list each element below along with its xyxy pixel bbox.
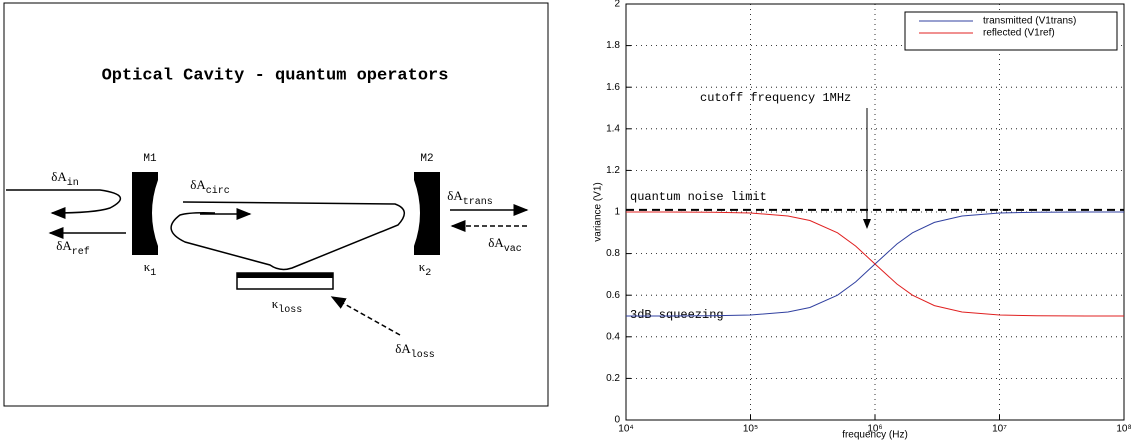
- diagram: Optical Cavity - quantum operators M1 M2…: [3, 2, 549, 407]
- diagram-label: κ2: [419, 259, 432, 279]
- label-main: δA: [447, 188, 463, 203]
- label-main: κ: [419, 259, 426, 274]
- mirror-label: M2: [420, 153, 433, 165]
- label-main: δA: [51, 169, 67, 184]
- legend: transmitted (V1trans)reflected (V1ref): [904, 11, 1118, 51]
- legend-label: transmitted (V1trans): [983, 16, 1076, 27]
- loss-beam: [330, 296, 401, 336]
- y-tick-label: 2: [614, 0, 620, 10]
- loss-mirror-coating: [237, 273, 333, 278]
- x-tick-label: 10⁶: [867, 424, 882, 435]
- y-tick-label: 0.4: [606, 331, 620, 342]
- label-sub: circ: [206, 185, 230, 197]
- annotation: 3dB squeezing: [630, 308, 724, 322]
- x-axis-label: frequency (Hz): [842, 430, 908, 441]
- diagram-label: δAref: [56, 238, 90, 258]
- diagram-label: κ1: [144, 259, 157, 279]
- y-tick-label: 0: [614, 415, 620, 426]
- label-main: δA: [190, 177, 206, 192]
- x-tick-label: 10⁸: [1116, 424, 1131, 435]
- legend-box: [904, 11, 1118, 51]
- circulating-beam: [170, 201, 405, 271]
- label-main: κ: [144, 259, 151, 274]
- label-sub: in: [67, 177, 79, 189]
- y-tick-label: 1.2: [606, 165, 620, 176]
- diagram-label: δAloss: [395, 341, 435, 361]
- input-beam: [6, 189, 122, 219]
- y-tick-label: 0.6: [606, 290, 620, 301]
- y-tick-label: 0.8: [606, 248, 620, 259]
- series-line: [626, 211, 1124, 317]
- label-main: δA: [395, 341, 411, 356]
- diagram-frame: [3, 2, 549, 407]
- mirror: [414, 172, 440, 255]
- label-sub: vac: [504, 244, 522, 255]
- y-tick-label: 1: [614, 207, 620, 218]
- x-tick-label: 10⁵: [743, 424, 758, 435]
- y-axis-label: variance (V1): [593, 182, 604, 241]
- mirror: [132, 172, 158, 255]
- diagram-label: δAin: [51, 169, 79, 189]
- mirror-label: M1: [143, 153, 157, 165]
- x-tick-label: 10⁴: [618, 424, 633, 435]
- diagram-label: δAvac: [488, 235, 522, 255]
- label-sub: 1: [150, 268, 156, 279]
- diagram-label: κloss: [272, 296, 303, 316]
- label-main: δA: [488, 235, 504, 250]
- chart: 0 0.2 0.4 0.6 0.8 1 1.2 1.4 1.6 1.8 2 10⁴ 10⁵ 10⁶ 10⁷ 1…: [593, 0, 1131, 441]
- annotation: cutoff frequency 1MHz: [700, 91, 851, 105]
- y-tick-label: 0.2: [606, 373, 620, 384]
- label-sub: loss: [411, 349, 435, 361]
- label-main: κ: [272, 296, 279, 311]
- diagram-label: δAtrans: [447, 188, 493, 208]
- y-tick-label: 1.6: [606, 82, 620, 93]
- label-sub: loss: [278, 304, 302, 316]
- y-tick-label: 1.4: [606, 123, 620, 134]
- label-main: δA: [56, 238, 72, 253]
- x-tick-label: 10⁷: [992, 424, 1007, 435]
- y-tick-label: 1.8: [606, 40, 620, 51]
- diagram-title: Optical Cavity - quantum operators: [102, 66, 449, 85]
- label-sub: 2: [425, 268, 431, 279]
- label-sub: ref: [72, 246, 90, 258]
- annotation: quantum noise limit: [630, 190, 767, 204]
- label-sub: trans: [463, 197, 493, 208]
- diagram-label: δAcirc: [190, 177, 230, 197]
- legend-label: reflected (V1ref): [983, 28, 1055, 39]
